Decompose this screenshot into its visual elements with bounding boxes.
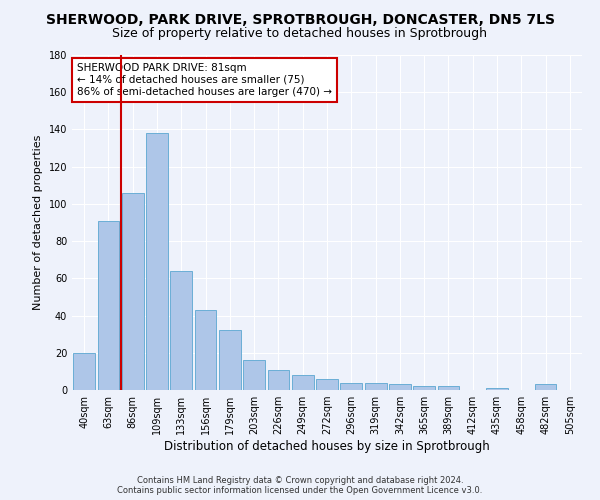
Bar <box>194 310 217 390</box>
Bar <box>389 384 411 390</box>
Bar <box>437 386 460 390</box>
Bar <box>73 353 95 390</box>
Bar <box>268 370 289 390</box>
Bar <box>97 220 119 390</box>
Text: SHERWOOD, PARK DRIVE, SPROTBROUGH, DONCASTER, DN5 7LS: SHERWOOD, PARK DRIVE, SPROTBROUGH, DONCA… <box>46 12 554 26</box>
Bar <box>365 382 386 390</box>
Y-axis label: Number of detached properties: Number of detached properties <box>33 135 43 310</box>
Bar <box>170 271 192 390</box>
Bar <box>340 382 362 390</box>
Bar <box>146 133 168 390</box>
Text: Contains HM Land Registry data © Crown copyright and database right 2024.
Contai: Contains HM Land Registry data © Crown c… <box>118 476 482 495</box>
Bar <box>243 360 265 390</box>
X-axis label: Distribution of detached houses by size in Sprotbrough: Distribution of detached houses by size … <box>164 440 490 453</box>
Bar <box>535 384 556 390</box>
Bar <box>219 330 241 390</box>
Text: SHERWOOD PARK DRIVE: 81sqm
← 14% of detached houses are smaller (75)
86% of semi: SHERWOOD PARK DRIVE: 81sqm ← 14% of deta… <box>77 64 332 96</box>
Bar <box>122 192 143 390</box>
Bar <box>486 388 508 390</box>
Bar <box>413 386 435 390</box>
Bar <box>292 375 314 390</box>
Text: Size of property relative to detached houses in Sprotbrough: Size of property relative to detached ho… <box>113 28 487 40</box>
Bar <box>316 379 338 390</box>
